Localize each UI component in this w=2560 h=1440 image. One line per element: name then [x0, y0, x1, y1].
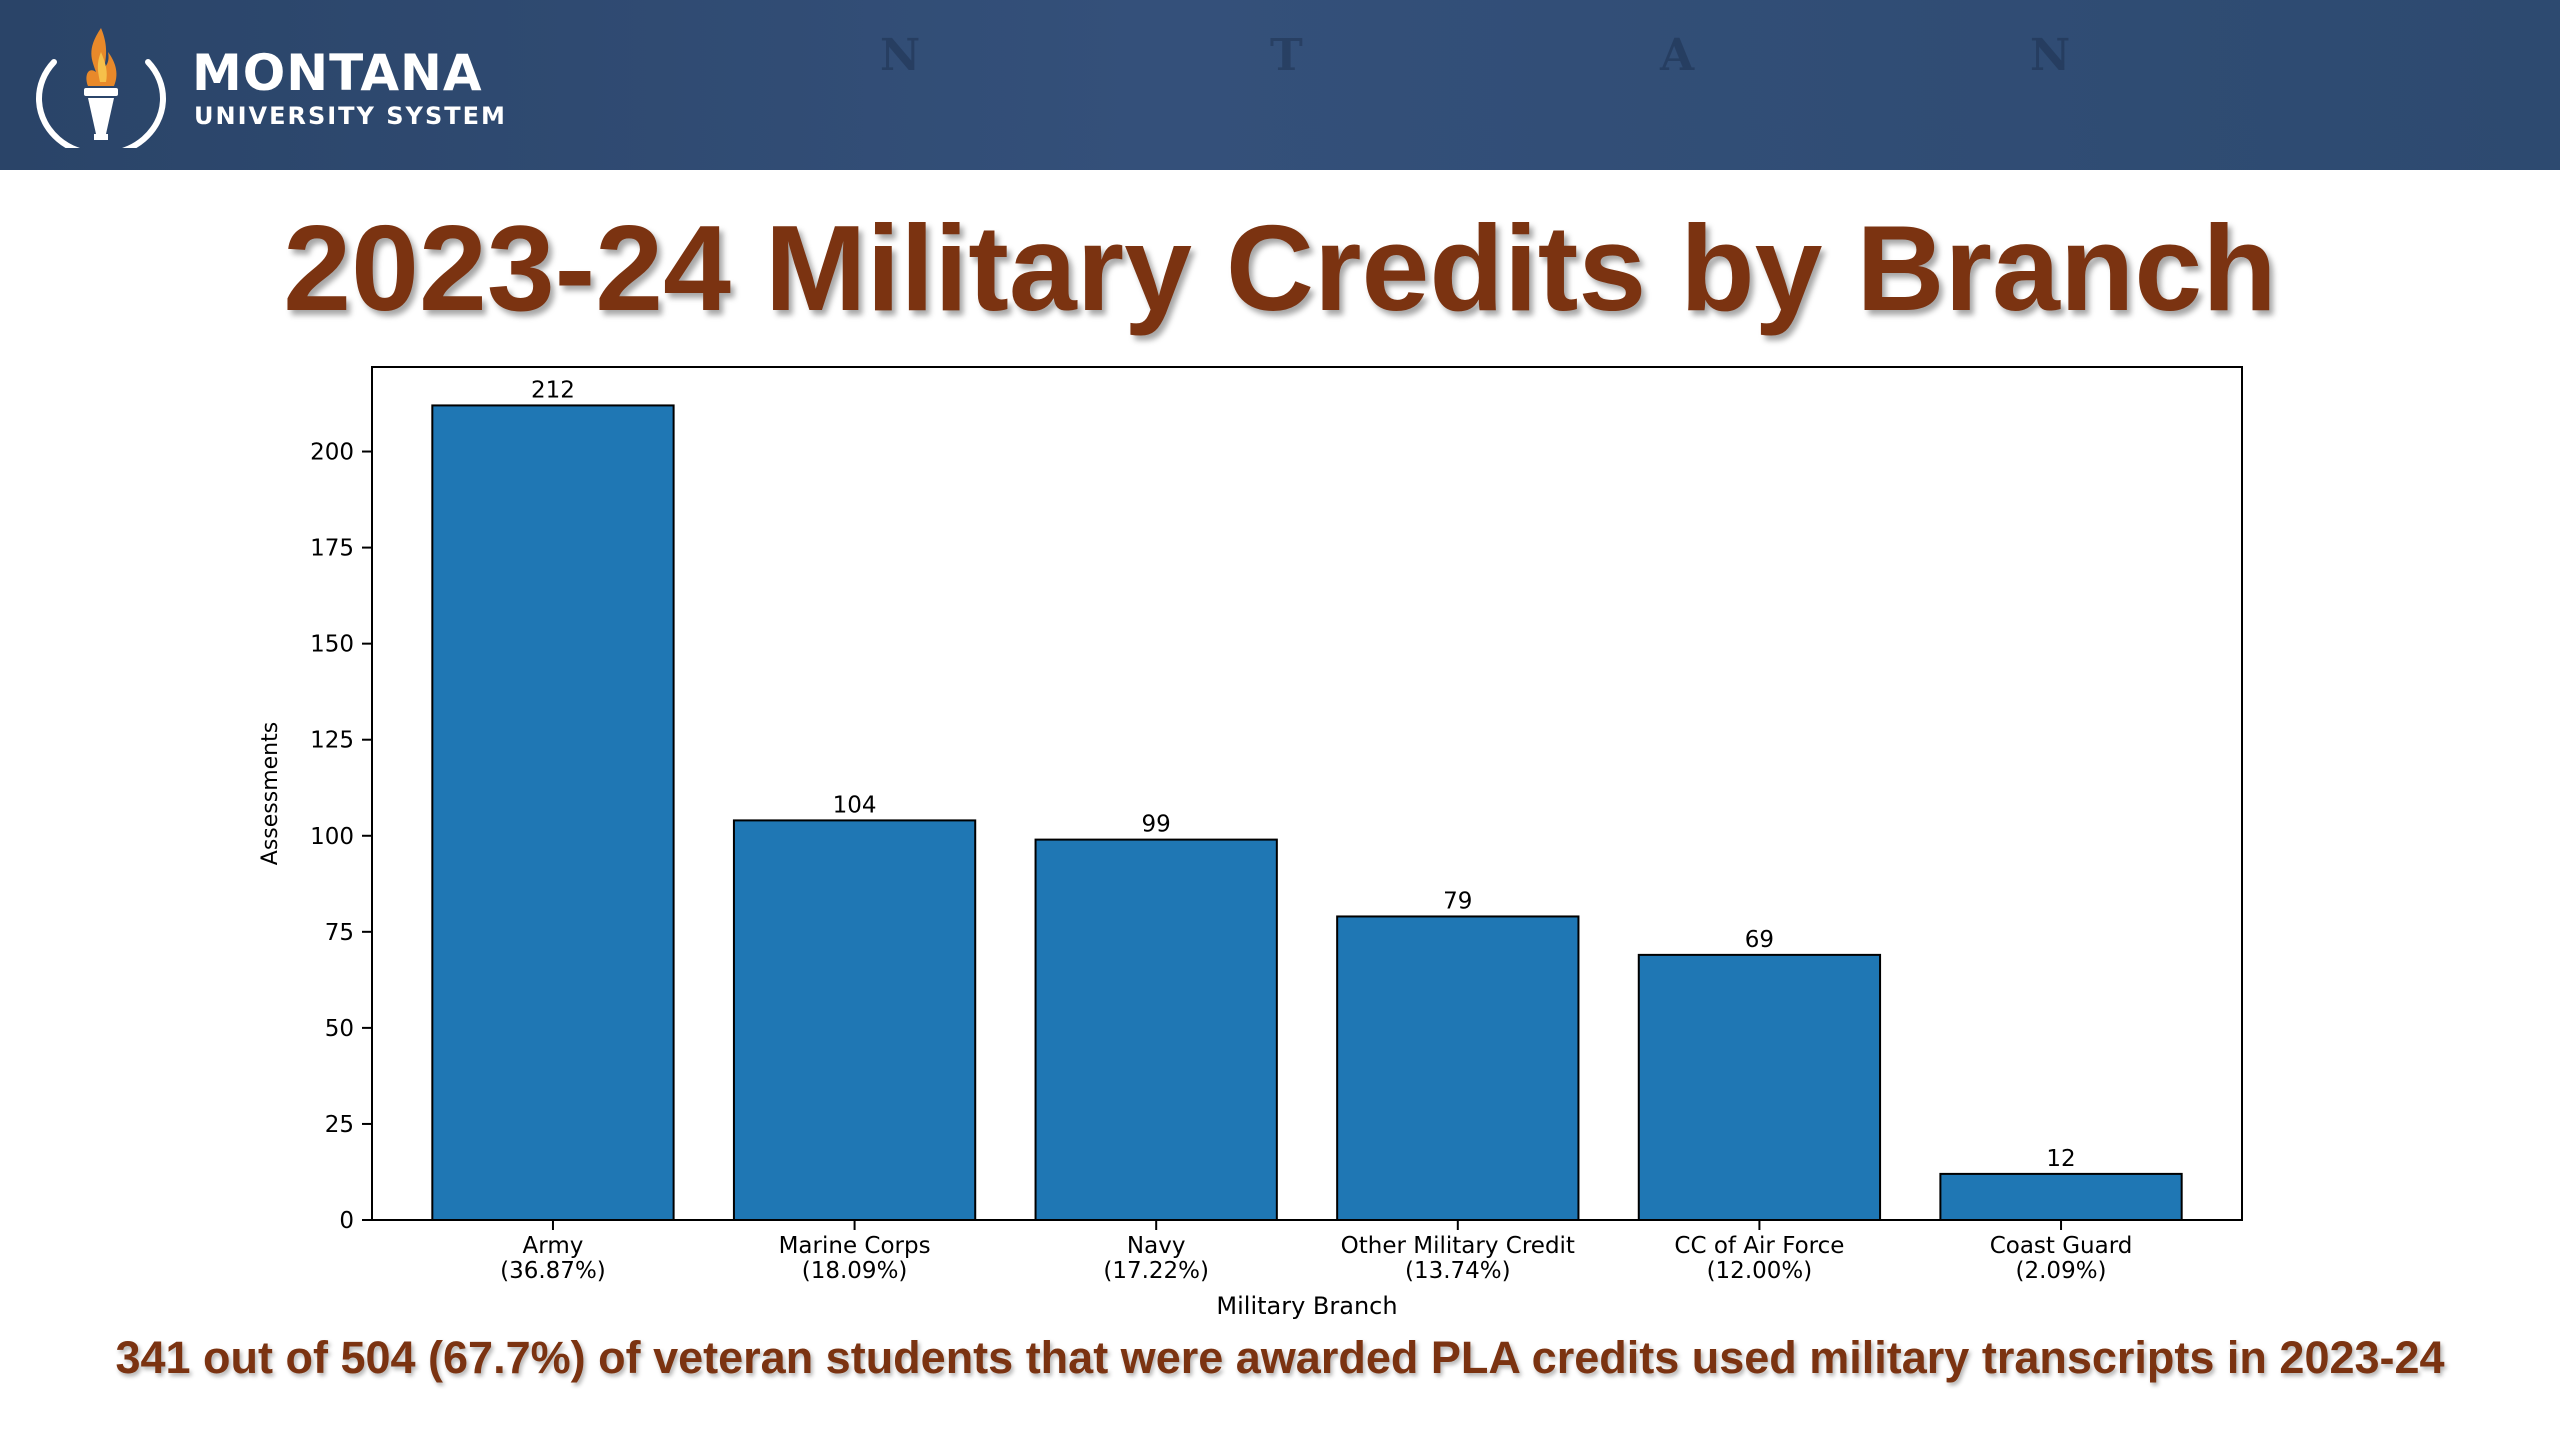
- brand-name: MONTANA: [192, 44, 483, 102]
- map-decoration: A: [1660, 30, 1699, 81]
- bar-value-label: 69: [1745, 927, 1774, 953]
- x-tick-label: Coast Guard: [1990, 1233, 2133, 1259]
- summary-footnote: 341 out of 504 (67.7%) of veteran studen…: [115, 1332, 2445, 1383]
- bar-value-label: 79: [1443, 888, 1472, 914]
- y-tick-label: 100: [310, 824, 354, 850]
- y-tick-label: 0: [339, 1208, 354, 1234]
- x-tick-label: Marine Corps: [779, 1233, 931, 1259]
- bar: [431, 404, 675, 1222]
- x-tick-label: Army: [523, 1233, 584, 1259]
- bar: [1336, 915, 1580, 1221]
- x-tick-sublabel: (12.00%): [1707, 1258, 1813, 1284]
- y-tick-label: 50: [325, 1016, 354, 1042]
- bar: [1034, 838, 1278, 1221]
- map-decoration: N: [880, 30, 925, 81]
- x-axis-label: Military Branch: [1216, 1292, 1397, 1320]
- bar-series: 212 104 99 79 69 12: [431, 377, 2183, 1222]
- bar-value-label: 212: [531, 377, 575, 403]
- map-decoration: T: [1270, 30, 1307, 81]
- x-tick-label: CC of Air Force: [1674, 1233, 1844, 1259]
- x-tick-sublabel: (13.74%): [1405, 1258, 1511, 1284]
- header-banner: N T A N MONTANA UNIVERSITY SYSTEM: [0, 0, 2560, 170]
- bar-value-label: 104: [833, 792, 877, 818]
- y-tick-label: 25: [325, 1112, 354, 1138]
- bar: [1939, 1172, 2183, 1222]
- map-decoration: N: [2030, 30, 2075, 81]
- y-axis: 0 25 50 75 100 125 150 175 200: [310, 440, 372, 1234]
- y-tick-label: 150: [310, 632, 354, 658]
- plot-frame: [371, 366, 2243, 1221]
- x-tick-label: Navy: [1127, 1233, 1186, 1259]
- x-tick-label: Other Military Credit: [1341, 1233, 1575, 1259]
- bar: [732, 819, 977, 1221]
- slide-title: 2023-24 Military Credits by Branch: [283, 200, 2277, 336]
- brand-subtitle: UNIVERSITY SYSTEM: [194, 102, 507, 130]
- y-tick-label: 125: [310, 728, 354, 754]
- x-tick-sublabel: (18.09%): [802, 1258, 908, 1284]
- y-tick-label: 175: [310, 536, 354, 562]
- torch-icon: [36, 28, 166, 148]
- y-axis-label: Assessments: [258, 722, 283, 865]
- y-tick-label: 200: [310, 440, 354, 466]
- bar: [1637, 953, 1882, 1221]
- x-tick-sublabel: (36.87%): [500, 1258, 606, 1284]
- bar-chart: 0 25 50 75 100 125 150 175 200 212 104 99 79 69 12 Ar…: [258, 366, 2243, 1320]
- y-tick-label: 75: [325, 920, 354, 946]
- bar-value-label: 12: [2046, 1146, 2075, 1172]
- x-tick-sublabel: (17.22%): [1103, 1258, 1209, 1284]
- bar-value-label: 99: [1142, 812, 1171, 838]
- x-axis: Army(36.87%) Marine Corps(18.09%) Navy(17.…: [500, 1220, 2132, 1284]
- x-tick-sublabel: (2.09%): [2016, 1258, 2107, 1284]
